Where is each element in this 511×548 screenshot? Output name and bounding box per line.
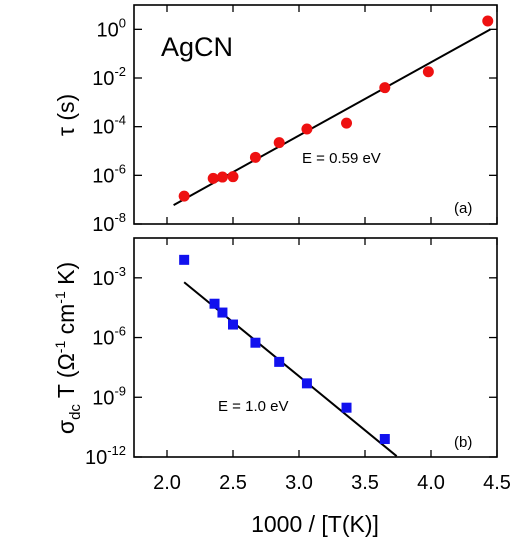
panel-a-sample-label: AgCN: [161, 32, 233, 62]
x-tick-label-1: 2.5: [219, 472, 247, 494]
panel-b-y-label-part-3: cm: [53, 304, 79, 341]
panel-b-y-tick-exp-2: -9: [114, 383, 126, 398]
panel-a-point-8: [379, 82, 391, 94]
panel-a-point-4: [249, 151, 261, 163]
panel-b-point-8: [379, 434, 390, 445]
panel-a-y-tick-label-0: 100: [97, 15, 126, 41]
x-tick-label-3: 3.5: [351, 472, 379, 494]
panel-a-y-tick-base-4: 10: [92, 214, 114, 236]
panel-b-y-label-part-5: K): [53, 262, 79, 291]
panel-a-y-tick-label-2: 10-4: [92, 113, 126, 139]
panel-b-y-ticks: 10-310-610-910-12: [85, 264, 497, 469]
panel-a-y-tick-label-3: 10-6: [92, 161, 126, 187]
panel-b-y-label-part-1: T (Ω: [53, 353, 79, 404]
panel-a-point-6: [301, 123, 313, 135]
panel-a-points: [178, 15, 494, 202]
panel-b-point-7: [341, 402, 352, 413]
panel-a-y-tick-exp-1: -2: [114, 64, 126, 79]
panel-b-y-tick-label-0: 10-3: [92, 264, 126, 290]
panel-a-point-9: [422, 66, 434, 78]
panel-a-y-axis-label: τ (s): [53, 94, 79, 136]
panel-a-point-7: [341, 117, 353, 129]
panel-b-point-2: [217, 307, 228, 318]
panel-b-y-axis-label: σdc T (Ω-1 cm-1 K): [52, 262, 84, 434]
panel-b-y-tick-exp-3: -12: [107, 443, 126, 458]
panel-b-y-tick-base-3: 10: [85, 447, 107, 469]
x-tick-labels: 2.0 2.5 3.0 3.5 4.0 4.5: [153, 472, 511, 494]
panel-b-label: (b): [454, 434, 472, 451]
panel-a-y-tick-label-1: 10-2: [92, 64, 126, 90]
panel-b-energy-annotation: E = 1.0 eV: [218, 398, 288, 415]
panel-b-y-label-sigma: σ: [53, 420, 79, 434]
panel-a-frame: [133, 4, 498, 225]
panel-a-point-5: [273, 137, 285, 149]
panel-b-point-3: [228, 319, 238, 330]
panel-a-y-tick-base-3: 10: [92, 165, 114, 187]
x-tick-label-2: 3.0: [285, 472, 313, 494]
panel-b-y-tick-label-3: 10-12: [85, 443, 126, 469]
panel-a-label: (a): [454, 200, 472, 217]
panel-a-point-3: [227, 171, 239, 183]
panel-a-y-tick-exp-2: -4: [114, 113, 126, 128]
panel-b-y-tick-exp-0: -3: [114, 264, 126, 279]
panel-b-y-tick-label-2: 10-9: [92, 383, 126, 409]
panel-a-y-tick-exp-4: -8: [114, 210, 126, 225]
panel-b-x-ticks: [166, 238, 498, 457]
x-tick-label-4: 4.0: [417, 472, 445, 494]
panel-a-y-tick-label-4: 10-8: [92, 210, 126, 236]
panel-a-point-0: [178, 190, 190, 202]
panel-b-y-tick-label-1: 10-6: [92, 324, 126, 350]
panel-a-energy-annotation: E = 0.59 eV: [302, 150, 381, 167]
x-tick-label-0: 2.0: [153, 472, 181, 494]
panel-a-x-ticks: [166, 5, 498, 224]
panel-a-y-tick-base-1: 10: [92, 68, 114, 90]
panel-b-point-4: [250, 337, 261, 348]
panel-b-point-5: [274, 356, 285, 367]
panel-b-y-tick-base-2: 10: [92, 387, 114, 409]
panel-a-y-tick-exp-3: -6: [114, 161, 126, 176]
panel-a-y-tick-base-2: 10: [92, 117, 114, 139]
panel-b-points: [179, 254, 390, 445]
panel-b-y-tick-base-0: 10: [92, 268, 114, 290]
panel-b-y-tick-base-1: 10: [92, 328, 114, 350]
panel-a-point-1: [207, 172, 219, 184]
panel-b-point-1: [209, 298, 220, 309]
panel-b-frame: [133, 237, 498, 458]
panel-b-point-6: [301, 378, 312, 389]
panel-a-point-2: [216, 171, 228, 183]
panel-a-y-tick-exp-0: 0: [119, 15, 126, 30]
panel-b-y-label-part-2: -1: [52, 341, 68, 354]
panel-a-point-10: [482, 15, 494, 27]
panel-b: 10-310-610-910-12 E = 1.0 eV (b) σdc T (…: [52, 237, 498, 469]
panel-b-y-label-sub: dc: [67, 404, 84, 420]
panel-a-y-tick-base-0: 10: [97, 19, 119, 41]
panel-b-y-label-part-4: -1: [52, 291, 68, 304]
x-axis-label: 1000 / [T(K)]: [251, 511, 379, 537]
panel-b-y-tick-exp-1: -6: [114, 324, 126, 339]
x-tick-label-5: 4.5: [483, 472, 511, 494]
panel-b-point-0: [179, 254, 190, 265]
